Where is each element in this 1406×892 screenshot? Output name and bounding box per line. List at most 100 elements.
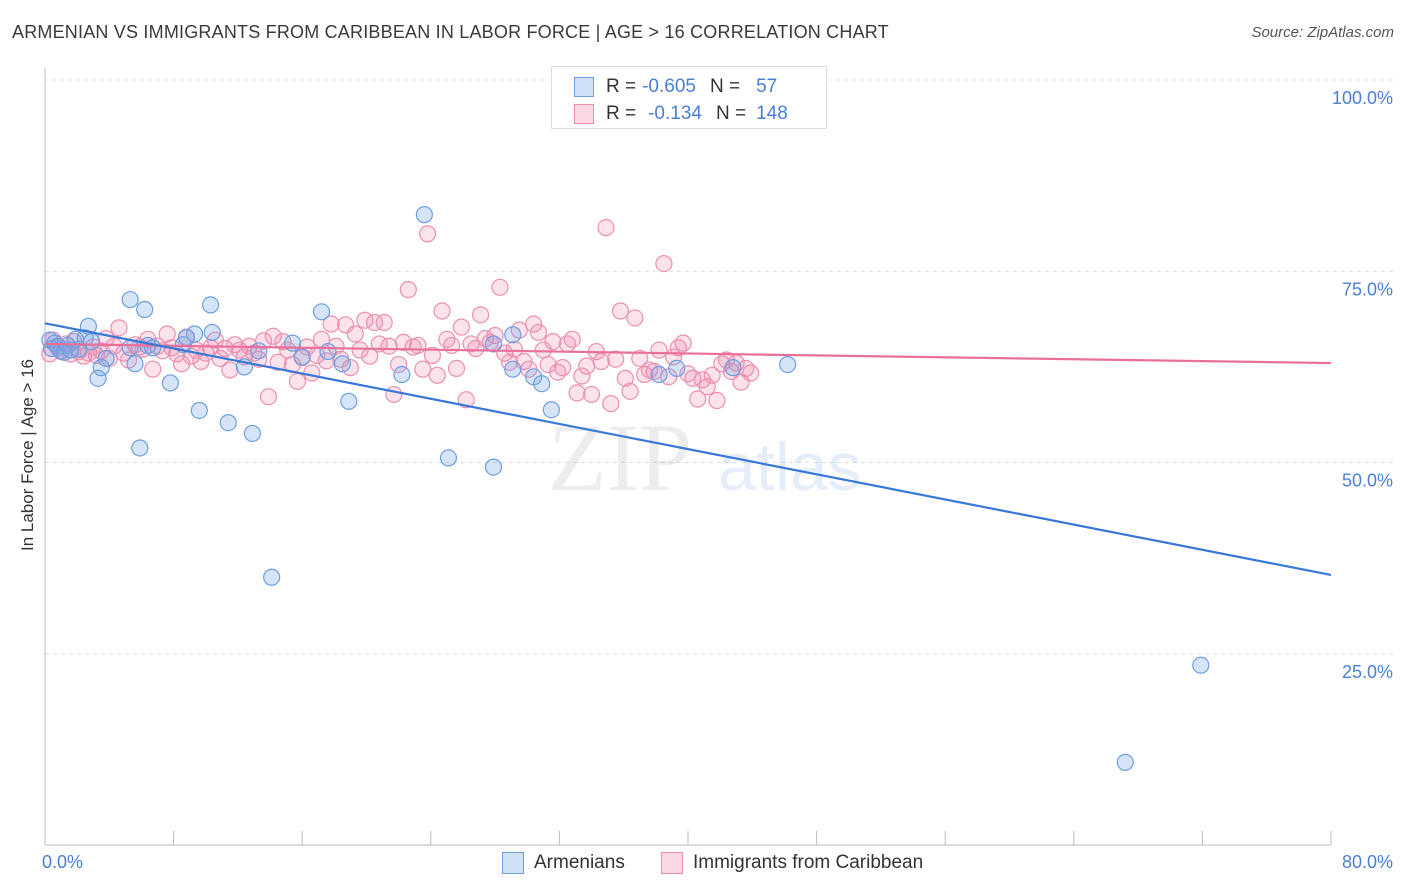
caribbean-point	[433, 302, 451, 320]
armenians-point	[1192, 656, 1210, 674]
armenians-point	[92, 359, 110, 377]
x-max-label: 80.0%	[1341, 852, 1393, 872]
armenians-point	[312, 303, 331, 321]
y-tick-label: 50.0%	[1342, 471, 1393, 491]
n-label: N =	[715, 103, 747, 124]
caribbean-point	[452, 318, 470, 336]
caribbean-point	[626, 309, 644, 327]
caribbean-point	[346, 325, 364, 343]
caribbean-swatch	[574, 104, 594, 124]
stats-legend: R = -0.605 N = 57 R = -0.134 N = 148	[551, 66, 827, 129]
armenians-point	[340, 392, 358, 410]
armenians-point	[97, 349, 115, 368]
caribbean-point	[221, 361, 239, 379]
caribbean-point	[264, 327, 282, 345]
caribbean-point	[365, 313, 384, 332]
caribbean-point	[341, 359, 360, 377]
caribbean-point	[554, 359, 572, 377]
watermark-zip: ZIP	[548, 404, 692, 511]
caribbean-legend-swatch	[661, 852, 683, 874]
grid-lines	[45, 79, 1393, 655]
caribbean-point	[447, 359, 466, 378]
caribbean-point	[269, 353, 287, 371]
caribbean-point	[597, 219, 615, 237]
armenians-point	[504, 360, 522, 378]
r-value: -0.605	[642, 76, 696, 97]
r-label: R =	[606, 76, 637, 97]
caribbean-point	[491, 278, 509, 296]
armenians-point	[126, 355, 144, 373]
caribbean-point	[669, 339, 687, 357]
caribbean-point	[288, 372, 306, 391]
caribbean-point	[650, 341, 668, 359]
y-tick-label: 25.0%	[1342, 662, 1393, 682]
series-armenians-points	[41, 206, 1210, 771]
caribbean-point	[303, 364, 321, 382]
caribbean-point	[703, 366, 721, 384]
stats-row-armenians: R = -0.605 N = 57	[574, 76, 777, 98]
armenians-point	[190, 401, 208, 420]
caribbean-point	[621, 382, 639, 400]
caribbean-point	[496, 344, 514, 362]
caribbean-point	[525, 315, 543, 333]
caribbean-point	[737, 359, 755, 378]
caribbean-point	[616, 369, 634, 387]
caribbean-point	[631, 349, 649, 368]
legend-label-caribbean: Immigrants from Caribbean	[693, 852, 924, 873]
caribbean-trend-line	[44, 342, 1332, 365]
caribbean-point	[375, 313, 393, 332]
y-tick-label: 100.0%	[1332, 88, 1393, 108]
armenians-point	[243, 424, 261, 443]
caribbean-point	[144, 360, 162, 378]
caribbean-point	[110, 319, 128, 337]
caribbean-point	[351, 341, 369, 359]
caribbean-point	[529, 323, 548, 342]
caribbean-point	[390, 355, 408, 374]
legend-item-armenians[interactable]: Armenians	[502, 852, 625, 874]
armenians-point	[201, 296, 220, 314]
armenians-point	[293, 348, 311, 366]
watermark-atlas: atlas	[718, 429, 862, 505]
armenians-point	[650, 365, 668, 384]
armenians-point	[724, 359, 742, 377]
trend-lines	[44, 322, 1332, 577]
armenians-swatch	[574, 77, 594, 97]
caribbean-point	[708, 391, 726, 410]
caribbean-point	[568, 384, 586, 402]
caribbean-point	[544, 333, 562, 351]
armenians-point	[263, 568, 281, 586]
caribbean-point	[216, 339, 234, 358]
n-value: 57	[756, 76, 778, 97]
armenians-point	[779, 355, 797, 374]
caribbean-point	[689, 390, 707, 408]
armenians-point	[131, 439, 149, 457]
axes	[44, 68, 1332, 846]
armenians-point	[49, 337, 67, 355]
caribbean-point	[602, 394, 620, 413]
watermark: ZIP atlas	[548, 404, 862, 511]
armenians-point	[504, 326, 522, 344]
caribbean-point	[322, 315, 340, 333]
caribbean-point	[674, 334, 692, 352]
chart-title: ARMENIAN VS IMMIGRANTS FROM CARIBBEAN IN…	[12, 22, 889, 42]
caribbean-point	[563, 330, 581, 348]
y-tick-labels: 25.0% 50.0% 75.0% 100.0%	[1332, 88, 1393, 682]
armenians-point	[484, 458, 503, 476]
armenians-point	[161, 374, 179, 392]
caribbean-point	[385, 385, 403, 404]
y-axis-title: In Labor Force | Age > 16	[18, 358, 37, 552]
caribbean-point	[423, 346, 442, 364]
legend-label-armenians: Armenians	[534, 852, 625, 873]
armenians-point	[219, 414, 237, 432]
armenians-point	[203, 323, 221, 342]
caribbean-point	[418, 225, 437, 243]
caribbean-point	[399, 281, 417, 299]
armenians-point	[415, 206, 433, 224]
caribbean-point	[611, 302, 630, 320]
legend-item-caribbean[interactable]: Immigrants from Caribbean	[661, 852, 923, 874]
armenians-point	[136, 300, 154, 319]
caribbean-point	[505, 340, 523, 358]
caribbean-point	[380, 337, 398, 355]
caribbean-point	[428, 366, 446, 384]
